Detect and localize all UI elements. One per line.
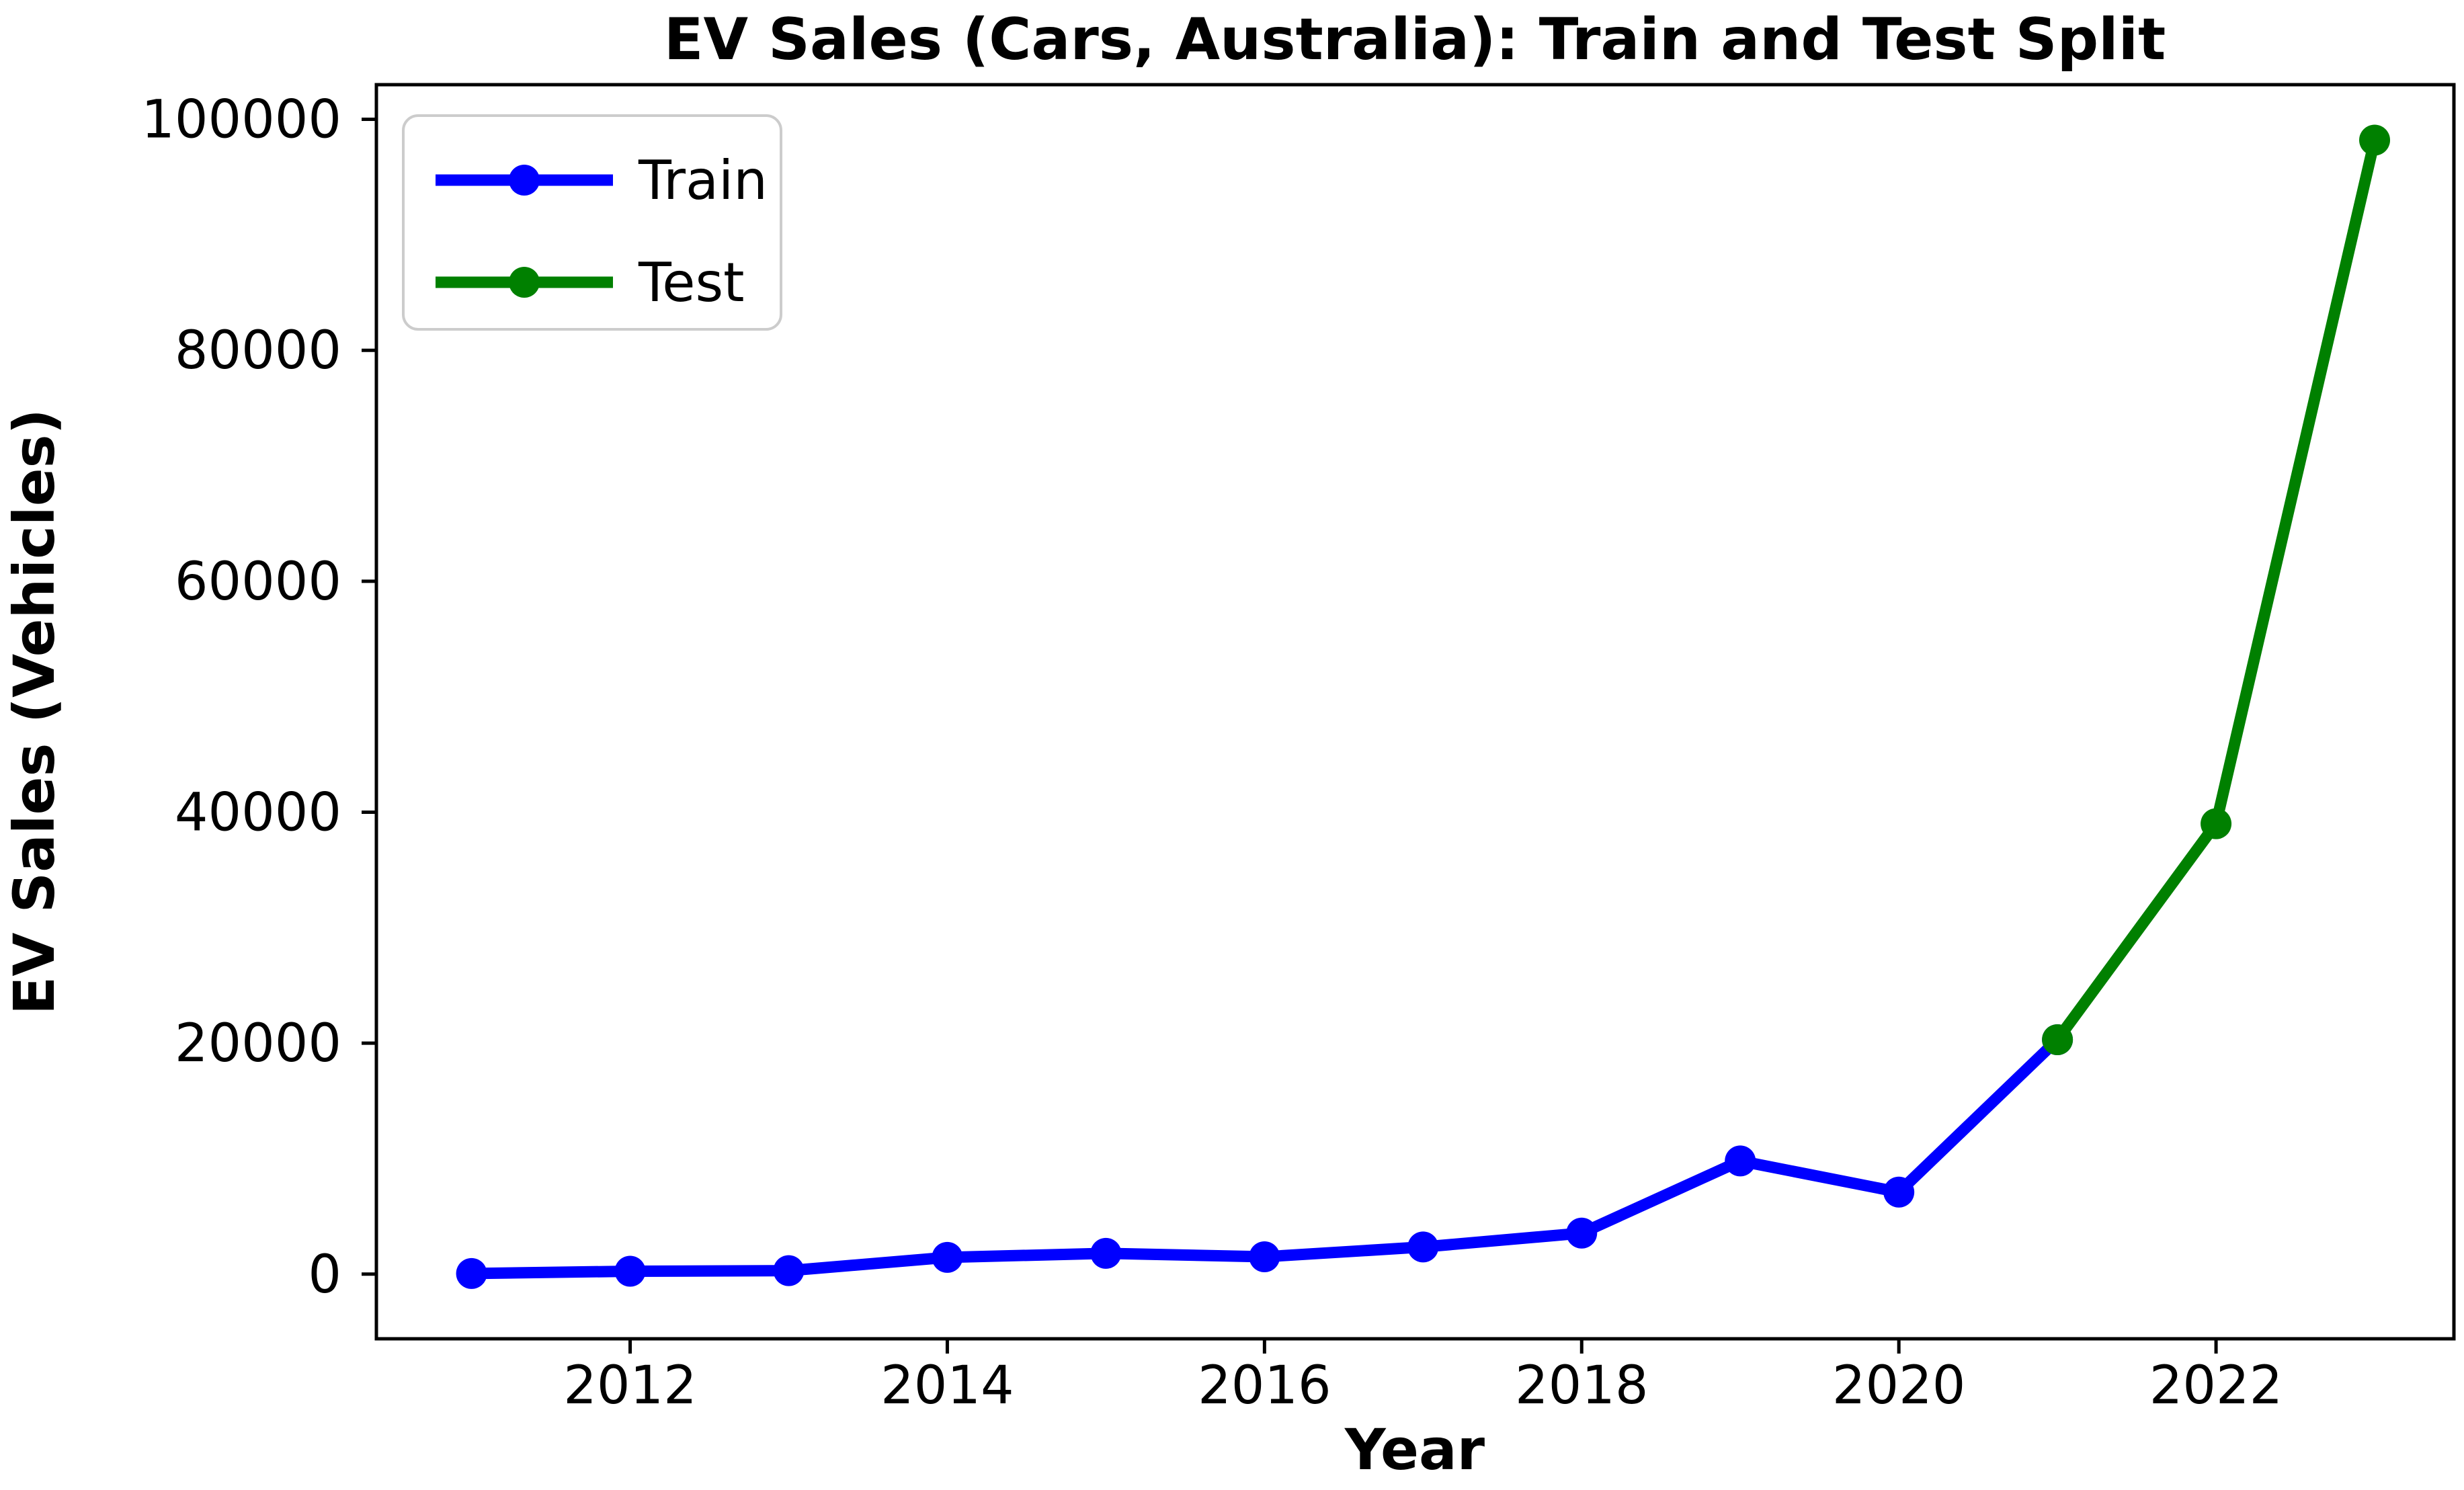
plot-area-border — [374, 83, 2456, 1341]
y-axis-ticks: 0 20000 40000 60000 80000 100000 — [141, 90, 376, 1305]
y-tick-label: 80000 — [175, 321, 341, 381]
x-tick-label: 2022 — [2149, 1356, 2283, 1416]
x-axis-ticks: 2012 2014 2016 2018 2020 2022 — [563, 1339, 2283, 1416]
train-marker-2016 — [1249, 1241, 1280, 1273]
test-marker-2022 — [2201, 808, 2232, 839]
test-marker-2021 — [2042, 1024, 2073, 1055]
x-tick-label: 2012 — [563, 1356, 697, 1416]
legend-train-marker-sample — [509, 165, 540, 196]
legend: Train Test — [402, 114, 782, 331]
chart-title: EV Sales (Cars, Australia): Train and Te… — [664, 6, 2166, 73]
train-marker-2020 — [1883, 1176, 1915, 1208]
x-axis-label: Year — [1344, 1417, 1485, 1483]
legend-test-marker-sample — [509, 267, 540, 298]
y-tick-label: 100000 — [141, 90, 341, 151]
legend-train-label: Train — [638, 149, 768, 212]
train-marker-2019 — [1725, 1145, 1756, 1177]
train-marker-2014 — [932, 1241, 963, 1273]
test-marker-2023 — [2359, 124, 2391, 156]
y-tick-label: 60000 — [175, 552, 341, 612]
x-tick-label: 2018 — [1515, 1356, 1649, 1416]
train-series-line — [466, 1034, 2063, 1280]
train-marker-2011 — [456, 1257, 487, 1289]
legend-test-label: Test — [638, 251, 745, 314]
train-marker-2013 — [773, 1255, 805, 1286]
train-marker-2018 — [1566, 1217, 1598, 1249]
train-marker-2012 — [614, 1255, 646, 1287]
y-tick-label: 20000 — [175, 1013, 341, 1074]
y-axis-label: EV Sales (Vehicles) — [1, 409, 67, 1015]
train-marker-2017 — [1407, 1231, 1439, 1263]
series-group — [456, 124, 2391, 1289]
train-marker-2015 — [1090, 1237, 1122, 1269]
x-tick-label: 2014 — [880, 1356, 1014, 1416]
y-tick-label: 0 — [308, 1245, 341, 1305]
y-tick-label: 40000 — [175, 782, 341, 843]
test-series-line — [2051, 134, 2381, 1046]
x-tick-label: 2016 — [1198, 1356, 1331, 1416]
legend-box — [402, 114, 782, 331]
x-tick-label: 2020 — [1832, 1356, 1966, 1416]
